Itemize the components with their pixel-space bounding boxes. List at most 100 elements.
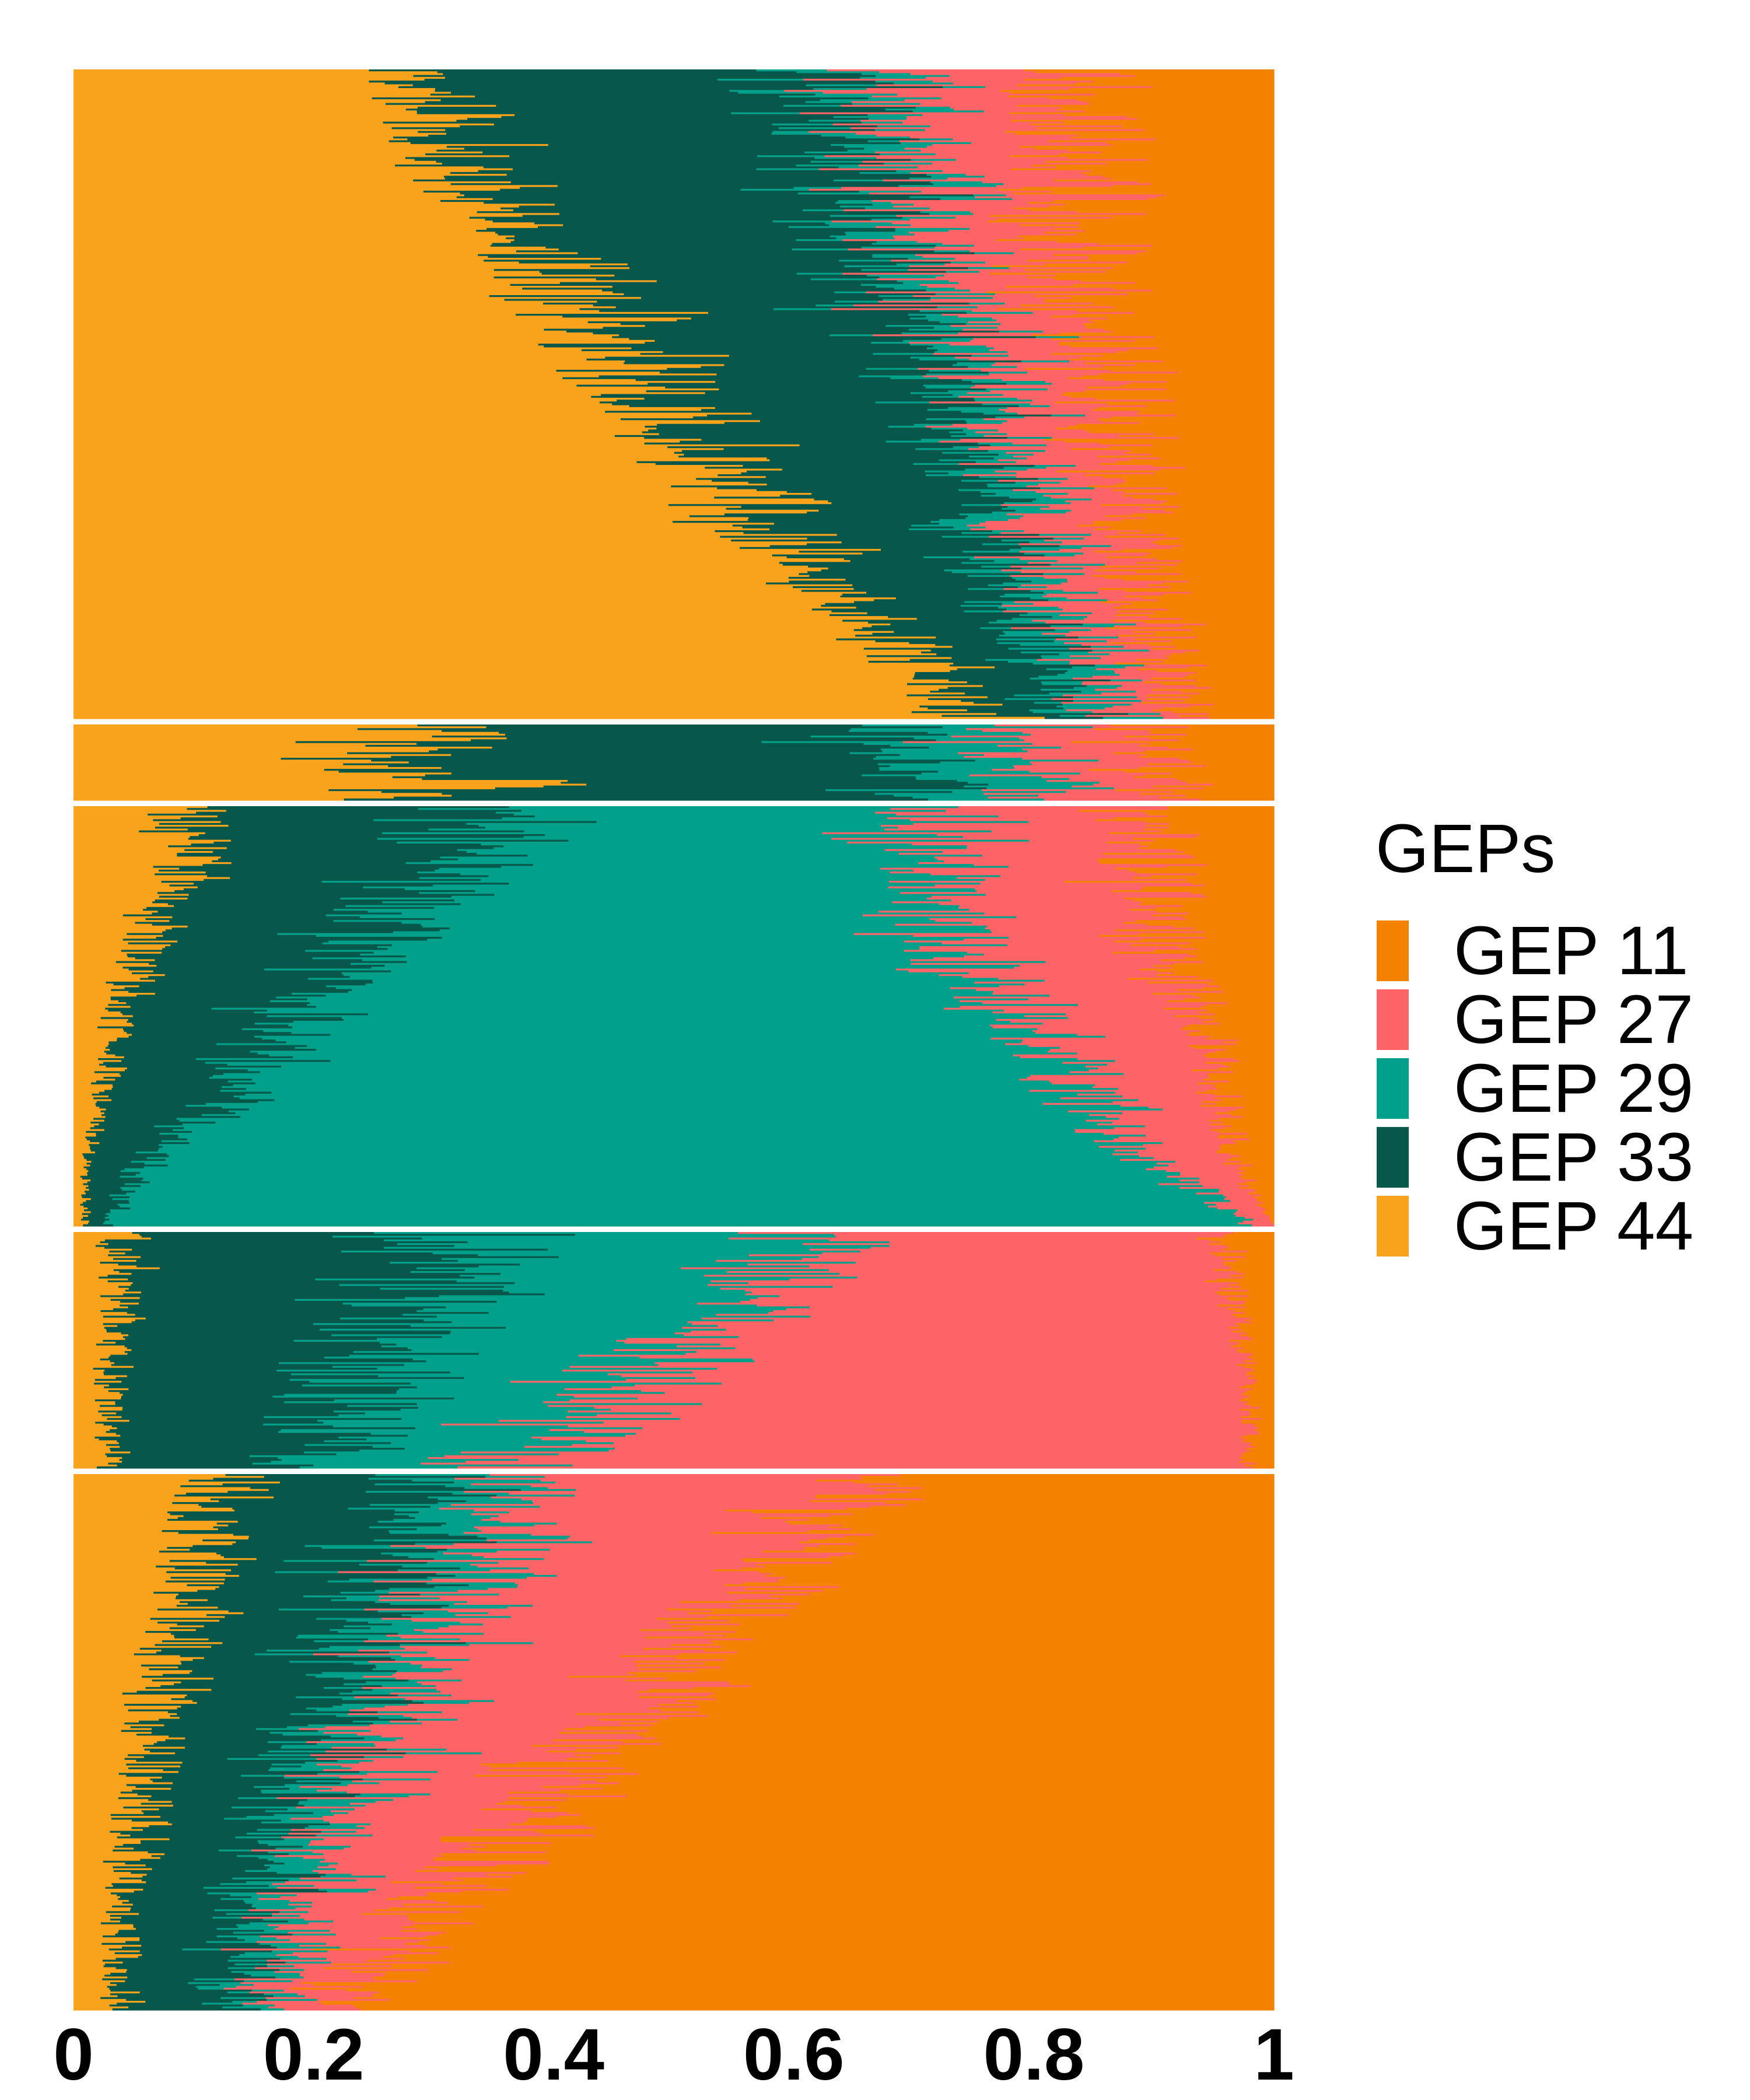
bar-segment-gep-11: [643, 1647, 1275, 1650]
bar-segment-gep-27: [1093, 783, 1214, 786]
bar-segment-gep-33: [225, 1474, 376, 1476]
bar-segment-gep-33: [603, 327, 935, 330]
bar-segment-gep-27: [985, 878, 1187, 881]
bar-segment-gep-44: [74, 183, 452, 186]
bar-segment-gep-27: [1046, 593, 1164, 596]
bar-segment-gep-27: [1049, 506, 1181, 509]
bar-segment-gep-44: [74, 1539, 203, 1542]
bar-segment-gep-33: [108, 1041, 287, 1044]
bar-segment-gep-29: [391, 944, 1008, 947]
bar-segment-gep-11: [1157, 970, 1275, 973]
bar-segment-gep-27: [393, 1799, 566, 1801]
bar-segment-gep-27: [543, 1401, 1248, 1404]
bar-segment-gep-11: [1078, 226, 1275, 229]
bar-segment-gep-27: [379, 1782, 620, 1785]
bar-segment-gep-27: [1003, 183, 1152, 186]
bar-segment-gep-29: [520, 1264, 748, 1266]
bar-segment-gep-44: [74, 1835, 131, 1837]
bar-segment-gep-44: [74, 1535, 250, 1538]
bar-segment-gep-11: [1205, 1280, 1275, 1283]
bar-segment-gep-27: [1115, 1091, 1196, 1094]
bar-segment-gep-44: [74, 554, 773, 557]
bar-segment-gep-11: [1144, 129, 1275, 132]
bar-segment-gep-27: [786, 1308, 1228, 1311]
bar-segment-gep-27: [1014, 252, 1138, 255]
bar-segment-gep-27: [842, 239, 997, 242]
bar-segment-gep-29: [271, 1091, 1116, 1094]
bar-segment-gep-27: [370, 1823, 510, 1826]
bar-segment-gep-29: [363, 1756, 404, 1759]
bar-segment-gep-11: [434, 1900, 1275, 1902]
bar-segment-gep-27: [929, 207, 1014, 210]
bar-segment-gep-27: [1065, 500, 1167, 503]
bar-segment-gep-29: [381, 1345, 677, 1348]
bar-segment-gep-27: [996, 185, 1114, 188]
bar-segment-gep-44: [74, 688, 939, 691]
bar-segment-gep-29: [318, 1888, 376, 1891]
bar-segment-gep-33: [131, 1819, 282, 1822]
bar-segment-gep-29: [961, 504, 1002, 506]
bar-segment-gep-33: [516, 313, 909, 316]
bar-segment-gep-33: [118, 1773, 318, 1776]
bar-segment-gep-29: [474, 1276, 858, 1279]
bar-segment-gep-11: [1220, 1147, 1275, 1150]
bar-segment-gep-27: [1072, 785, 1154, 788]
bar-segment-gep-11: [1110, 446, 1275, 449]
bar-segment-gep-27: [531, 1436, 1241, 1439]
bar-segment-gep-27: [959, 905, 1182, 908]
bar-segment-gep-29: [895, 228, 970, 230]
bar-segment-gep-27: [992, 993, 1153, 995]
bar-segment-gep-11: [852, 1513, 1275, 1516]
bar-segment-gep-44: [74, 1627, 170, 1630]
bar-segment-gep-29: [364, 1737, 404, 1740]
bar-segment-gep-33: [693, 416, 996, 419]
bar-segment-gep-27: [904, 940, 1115, 943]
bar-segment-gep-29: [268, 1769, 324, 1772]
bar-segment-gep-44: [74, 1041, 109, 1044]
bar-segment-gep-29: [849, 730, 983, 733]
bar-segment-gep-33: [178, 1666, 377, 1669]
bar-segment-gep-27: [1035, 491, 1125, 494]
bar-segment-gep-27: [1045, 621, 1146, 624]
bar-segment-gep-11: [743, 1567, 1275, 1570]
bar-segment-gep-33: [228, 825, 479, 827]
bar-segment-gep-44: [74, 1203, 81, 1206]
bar-segment-gep-11: [1193, 995, 1275, 997]
bar-segment-gep-33: [369, 80, 876, 83]
bar-segment-gep-11: [1141, 939, 1275, 941]
bar-segment-gep-27: [349, 1709, 662, 1712]
bar-segment-gep-11: [1098, 243, 1275, 246]
bar-segment-gep-33: [86, 1138, 188, 1141]
bar-segment-gep-44: [74, 1711, 169, 1714]
bar-segment-gep-27: [1138, 1152, 1217, 1154]
bar-segment-gep-29: [839, 260, 892, 262]
bar-segment-gep-33: [141, 1879, 289, 1882]
bar-segment-gep-27: [1032, 312, 1135, 314]
bar-segment-gep-44: [74, 1252, 126, 1255]
bar-segment-gep-33: [165, 929, 440, 932]
bar-segment-gep-11: [810, 1500, 1275, 1503]
bar-segment-gep-33: [121, 1381, 310, 1383]
bar-segment-gep-33: [192, 1545, 306, 1548]
bar-segment-gep-27: [702, 1317, 1252, 1320]
bar-segment-gep-33: [593, 332, 902, 335]
bar-segment-gep-44: [74, 696, 988, 699]
bar-segment-gep-33: [159, 1718, 418, 1721]
bar-segment-gep-29: [450, 1371, 693, 1374]
bar-segment-gep-27: [1013, 765, 1206, 768]
bar-segment-gep-44: [74, 576, 789, 579]
bar-segment-gep-11: [1154, 950, 1275, 953]
bar-segment-gep-44: [74, 1429, 110, 1432]
bar-segment-gep-11: [1202, 1021, 1275, 1023]
bar-segment-gep-33: [127, 1754, 259, 1757]
bar-segment-gep-33: [717, 487, 1041, 490]
bar-segment-gep-33: [175, 1752, 407, 1755]
bar-segment-gep-27: [421, 1683, 731, 1686]
bar-segment-gep-44: [74, 1219, 82, 1221]
bar-segment-gep-33: [86, 1186, 121, 1189]
bar-segment-gep-29: [419, 892, 901, 894]
bar-segment-gep-11: [1219, 1241, 1275, 1244]
bar-segment-gep-29: [910, 344, 950, 346]
bar-segment-gep-29: [1021, 651, 1089, 654]
bar-segment-gep-44: [74, 1644, 156, 1647]
